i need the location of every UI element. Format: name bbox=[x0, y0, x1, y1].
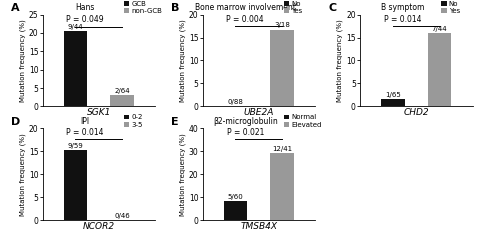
Text: IPI: IPI bbox=[80, 117, 90, 126]
Legend: GCB, non-GCB: GCB, non-GCB bbox=[124, 1, 162, 14]
Y-axis label: Mutation frequency (%): Mutation frequency (%) bbox=[20, 19, 26, 102]
Text: 2/64: 2/64 bbox=[114, 88, 130, 94]
Text: 12/41: 12/41 bbox=[272, 145, 292, 151]
Legend: No, Yes: No, Yes bbox=[284, 1, 302, 14]
Text: 5/60: 5/60 bbox=[228, 194, 243, 200]
Y-axis label: Mutation frequency (%): Mutation frequency (%) bbox=[180, 133, 186, 216]
Bar bbox=[64, 31, 87, 106]
Text: D: D bbox=[11, 117, 20, 127]
X-axis label: NCOR2: NCOR2 bbox=[82, 222, 115, 231]
Bar bbox=[110, 95, 134, 106]
X-axis label: TMSB4X: TMSB4X bbox=[240, 222, 277, 231]
Y-axis label: Mutation frequency (%): Mutation frequency (%) bbox=[337, 19, 344, 102]
Bar bbox=[381, 99, 404, 106]
Text: P = 0.004: P = 0.004 bbox=[226, 15, 264, 23]
Text: P = 0.014: P = 0.014 bbox=[66, 128, 104, 137]
Text: A: A bbox=[11, 3, 20, 14]
Y-axis label: Mutation frequency (%): Mutation frequency (%) bbox=[180, 19, 186, 102]
Text: Hans: Hans bbox=[76, 3, 95, 13]
Text: P = 0.014: P = 0.014 bbox=[384, 15, 422, 23]
Text: 7/44: 7/44 bbox=[432, 26, 448, 32]
Text: 9/59: 9/59 bbox=[68, 143, 83, 149]
Text: C: C bbox=[328, 3, 336, 14]
X-axis label: CHD2: CHD2 bbox=[404, 108, 429, 117]
Text: Bone marrow involvement: Bone marrow involvement bbox=[195, 3, 296, 13]
Text: β2-microglobulin: β2-microglobulin bbox=[213, 117, 278, 126]
Legend: Normal, Elevated: Normal, Elevated bbox=[284, 114, 322, 128]
X-axis label: SGK1: SGK1 bbox=[86, 108, 111, 117]
Bar bbox=[270, 153, 294, 220]
Text: 0/88: 0/88 bbox=[228, 99, 243, 105]
Bar bbox=[64, 150, 87, 220]
Text: B: B bbox=[171, 3, 179, 14]
X-axis label: UBE2A: UBE2A bbox=[244, 108, 274, 117]
Text: 9/44: 9/44 bbox=[68, 24, 83, 30]
Legend: No, Yes: No, Yes bbox=[441, 1, 460, 14]
Text: P = 0.021: P = 0.021 bbox=[226, 128, 264, 137]
Bar bbox=[224, 201, 247, 220]
Y-axis label: Mutation frequency (%): Mutation frequency (%) bbox=[20, 133, 26, 216]
Bar bbox=[270, 30, 294, 106]
Text: 1/65: 1/65 bbox=[385, 92, 400, 98]
Legend: 0-2, 3-5: 0-2, 3-5 bbox=[124, 114, 142, 128]
Bar bbox=[428, 33, 452, 106]
Text: P = 0.049: P = 0.049 bbox=[66, 15, 104, 23]
Text: B symptom: B symptom bbox=[381, 3, 424, 13]
Text: 3/18: 3/18 bbox=[274, 23, 290, 29]
Text: E: E bbox=[171, 117, 178, 127]
Text: 0/46: 0/46 bbox=[114, 213, 130, 219]
